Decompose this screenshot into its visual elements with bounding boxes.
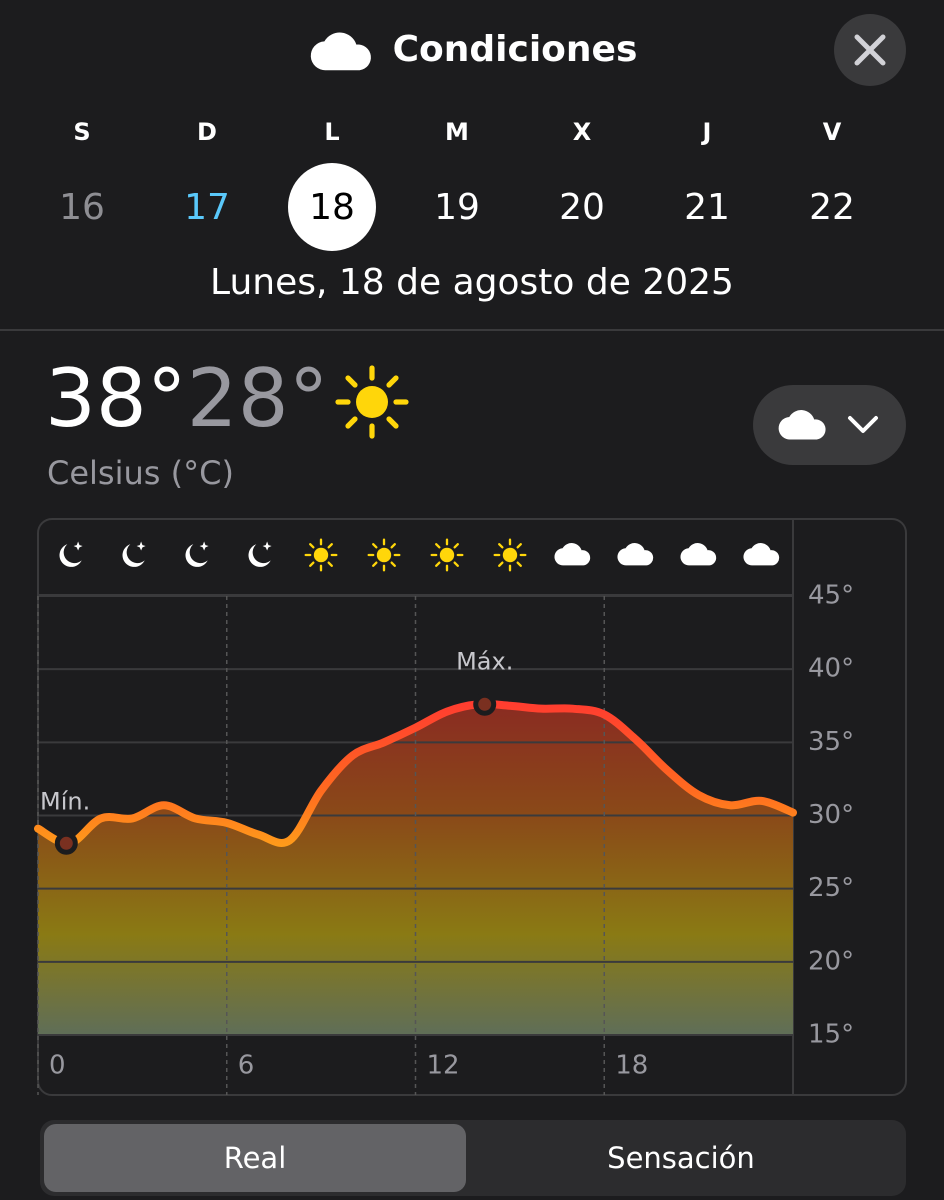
temperature-line <box>34 700 797 848</box>
low: 28° <box>187 352 329 445</box>
weekday-letter: J <box>701 118 712 146</box>
y-tick-label: 25° <box>808 873 854 903</box>
y-tick-label: 15° <box>808 1020 854 1050</box>
layer-menu[interactable] <box>753 385 906 465</box>
y-tick-label: 20° <box>808 946 854 976</box>
sun-icon <box>338 368 406 436</box>
x-tick-label: 6 <box>238 1051 255 1081</box>
close-button[interactable] <box>834 14 906 86</box>
unit-label: Celsius (°C) <box>47 454 234 492</box>
y-tick-label: 45° <box>808 581 854 611</box>
weekday-letter: X <box>573 118 592 146</box>
y-tick-label: 40° <box>808 654 854 684</box>
date-label: Lunes, 18 de agosto de 2025 <box>210 262 734 303</box>
header-icon <box>310 32 371 71</box>
y-tick-label: 30° <box>808 800 854 830</box>
weekday-letter: D <box>197 118 217 146</box>
extreme-marker <box>54 831 78 855</box>
selected-day[interactable] <box>288 163 376 251</box>
x-tick-label: 12 <box>427 1051 460 1081</box>
toggle-option[interactable]: Sensación <box>607 1141 755 1175</box>
extreme-label: Máx. <box>456 647 513 675</box>
x-tick-label: 0 <box>49 1051 66 1081</box>
toggle-selected <box>44 1124 466 1192</box>
x-tick-label: 18 <box>615 1051 648 1081</box>
day-number[interactable]: 18 <box>309 187 355 228</box>
day-number[interactable]: 21 <box>684 187 730 228</box>
day-number[interactable]: 19 <box>434 187 480 228</box>
toggle-option[interactable]: Real <box>224 1141 287 1175</box>
weekday-letter: S <box>73 118 90 146</box>
temperature-summary: 38°28° <box>45 352 329 445</box>
hourly-icons <box>59 538 780 572</box>
day-number[interactable]: 22 <box>809 187 855 228</box>
high: 38° <box>45 352 187 445</box>
weekday-letter: M <box>445 118 469 146</box>
extreme-label: Mín. <box>40 787 90 815</box>
day-number[interactable]: 20 <box>559 187 605 228</box>
y-tick-label: 35° <box>808 727 854 757</box>
day-number[interactable]: 17 <box>184 187 230 228</box>
extreme-marker <box>473 692 497 716</box>
day-number[interactable]: 16 <box>59 187 105 228</box>
weekday-letter: L <box>324 118 339 146</box>
title: Condiciones <box>393 29 638 70</box>
weekday-letter: V <box>823 118 842 146</box>
